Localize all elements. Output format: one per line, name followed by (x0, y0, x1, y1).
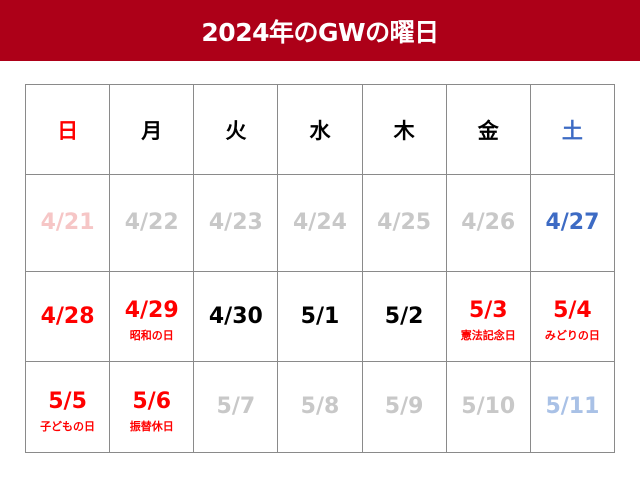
holiday-name: 昭和の日 (129, 329, 174, 342)
holiday-name: 子どもの日 (40, 419, 96, 433)
day-date: 4/24 (293, 210, 347, 235)
weekday-header: 金 (445, 84, 531, 175)
day-date: 4/27 (545, 210, 600, 235)
day-cell: 5/10 (445, 361, 531, 453)
day-cell: 5/2 (361, 271, 447, 362)
weekday-header: 火 (193, 84, 279, 175)
day-date: 5/10 (461, 394, 516, 419)
day-cell: 5/11 (529, 361, 616, 453)
holiday-name: みどりの日 (544, 329, 600, 342)
day-date: 5/7 (216, 394, 256, 419)
day-cell: 4/24 (277, 174, 363, 272)
day-date: 4/23 (208, 210, 263, 235)
day-date: 5/5 (48, 388, 87, 414)
day-date: 4/29 (124, 298, 179, 323)
day-date: 4/21 (40, 210, 95, 235)
day-cell: 5/6 振替休日 (109, 361, 195, 453)
day-cell: 5/3 憲法記念日 (445, 271, 531, 362)
day-cell: 4/26 (445, 174, 531, 272)
day-date: 5/8 (300, 394, 340, 419)
weekday-header: 水 (277, 84, 363, 175)
weekday-header: 月 (109, 84, 195, 175)
day-date: 4/22 (124, 210, 179, 235)
day-date: 5/6 (132, 388, 172, 414)
day-cell: 4/30 (193, 271, 279, 362)
day-cell: 5/7 (193, 361, 279, 453)
day-date: 5/4 (553, 298, 592, 323)
day-cell: 4/21 (24, 174, 111, 272)
title-bar: 2024年のGWの曜日 (0, 0, 640, 61)
day-date: 5/9 (384, 394, 424, 419)
weekday-header: 土 (529, 84, 616, 175)
day-cell: 4/25 (361, 174, 447, 272)
page-title: 2024年のGWの曜日 (201, 17, 439, 47)
calendar-grid: 日月火水木金土 4/21 4/22 4/23 4/24 4/25 4/26 4/27 4/28 4… (24, 84, 616, 453)
week-row: 5/5 子どもの日 5/6 振替休日 5/7 5/8 5/9 5/10 5/11 (24, 361, 616, 453)
weekday-header: 日 (24, 84, 111, 175)
day-cell: 4/28 (24, 271, 111, 362)
holiday-name: 振替休日 (129, 419, 174, 433)
weekday-header: 木 (361, 84, 447, 175)
day-cell: 5/5 子どもの日 (24, 361, 111, 453)
day-date: 5/2 (384, 303, 424, 329)
day-cell: 4/29 昭和の日 (109, 271, 195, 362)
day-date: 5/3 (468, 298, 508, 323)
day-date: 4/26 (461, 210, 516, 235)
day-cell: 5/4 みどりの日 (529, 271, 616, 362)
day-cell: 4/27 (529, 174, 616, 272)
day-date: 4/25 (377, 210, 432, 235)
day-date: 4/28 (40, 303, 95, 329)
week-row: 4/28 4/29 昭和の日 4/30 5/1 5/2 5/3 憲法記念日 5/4 みどりの日 (24, 271, 616, 362)
weekday-header-row: 日月火水木金土 (24, 84, 616, 175)
day-date: 5/1 (300, 303, 340, 329)
day-cell: 5/9 (361, 361, 447, 453)
day-date: 4/30 (208, 303, 263, 329)
day-cell: 4/23 (193, 174, 279, 272)
holiday-name: 憲法記念日 (460, 329, 516, 342)
day-date: 5/11 (545, 394, 600, 419)
week-row: 4/21 4/22 4/23 4/24 4/25 4/26 4/27 (24, 174, 616, 272)
day-cell: 5/1 (277, 271, 363, 362)
day-cell: 4/22 (109, 174, 195, 272)
day-cell: 5/8 (277, 361, 363, 453)
